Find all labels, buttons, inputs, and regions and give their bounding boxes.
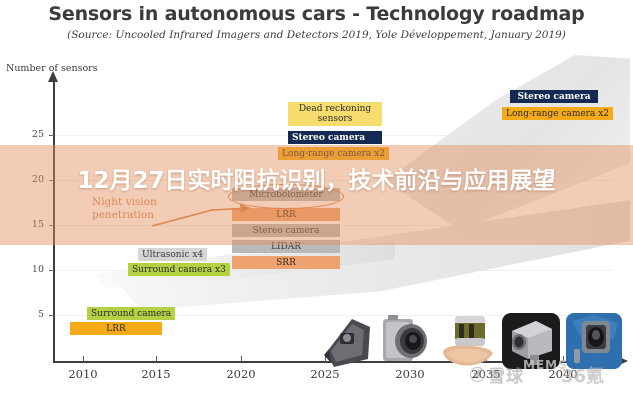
y-tick-label-25: 25 — [31, 129, 44, 140]
y-tick-mark-15 — [49, 225, 54, 227]
y-tick-label-15: 15 — [31, 219, 44, 230]
y-tick-label-10: 10 — [31, 264, 44, 275]
x-tick-label-2030: 2030 — [395, 367, 425, 381]
night-vision-annotation: Night vision penetration — [92, 196, 157, 222]
chip-long-range-camera-x2-2026: Long-range camera x2 — [278, 147, 390, 161]
chip-stereo-camera-2026: Stereo camera — [288, 131, 382, 145]
y-tick-mark-20 — [49, 180, 54, 182]
watermark-mems-text: MEMS — [523, 358, 568, 372]
chip-long-range-camera-x2-2036: Long-range camera x2 — [502, 107, 614, 121]
x-tick-mark-2025 — [325, 356, 327, 362]
y-tick-mark-25 — [49, 135, 54, 137]
sensor-product-photo-row — [322, 313, 622, 375]
y-axis-label: Number of sensors — [6, 63, 98, 74]
x-tick-mark-2015 — [156, 356, 158, 362]
watermark-36kr-text: 36氪 — [561, 366, 605, 387]
x-tick-mark-2040 — [563, 356, 565, 362]
y-tick-label-20: 20 — [31, 174, 44, 185]
x-tick-label-2010: 2010 — [68, 367, 98, 381]
watermark-brand-text: 雪球 — [488, 367, 524, 387]
chip-dead-reckoning-sensors: Dead reckoning sensors — [288, 102, 382, 126]
chip-stereo-camera-2036: Stereo camera — [510, 90, 598, 104]
x-tick-label-2020: 2020 — [226, 367, 256, 381]
blue-housing-camera-photo — [566, 313, 622, 369]
chip-lrr-2010: LRR — [70, 322, 162, 336]
lidar-puck-in-hand-photo — [443, 316, 493, 366]
chip-lrr-2023: LRR — [232, 208, 340, 222]
figure-source-subtitle: (Source: Uncooled Infrared Imagers and D… — [67, 29, 566, 41]
chip-ultrasonic-x4: Ultrasonic x4 — [138, 248, 208, 262]
chip-stereo-camera-2023: Stereo camera — [232, 224, 340, 238]
y-axis-arrowhead-icon — [48, 71, 58, 82]
watermark-xueqiu: 球 雪球 — [470, 362, 524, 387]
microbolometer-highlight-ellipse — [228, 184, 344, 209]
radar-module-photo — [324, 319, 370, 367]
night-vision-arrow-icon — [151, 204, 251, 227]
page-title: Sensors in autonomous cars - Technology … — [48, 3, 585, 25]
chart-plot-area: Number of sensors 25 20 15 10 5 — [0, 55, 633, 400]
x-tick-label-2040: 2040 — [548, 367, 578, 381]
y-tick-mark-5 — [49, 315, 54, 317]
gridline-20 — [54, 180, 614, 181]
watermark-logo-icon: 球 — [470, 367, 485, 382]
title-overlay-band — [0, 145, 633, 245]
x-tick-label-2025: 2025 — [310, 367, 340, 381]
chip-srr-2023: SRR — [232, 256, 340, 270]
x-tick-mark-2020 — [241, 356, 243, 362]
chip-surround-camera-2011: Surround camera — [87, 307, 176, 321]
y-axis-line — [53, 80, 55, 362]
x-axis-arrowhead-icon — [617, 356, 628, 366]
x-tick-mark-2010 — [83, 356, 85, 362]
y-tick-mark-10 — [49, 270, 54, 272]
overlay-headline: 12月27日实时阻抗识别，技术前沿与应用展望 — [77, 168, 556, 194]
thermal-camera-photo — [502, 313, 560, 369]
camera-lens-photo — [383, 315, 427, 361]
chip-surround-camera-x3: Surround camera x3 — [128, 263, 230, 277]
x-tick-label-2015: 2015 — [141, 367, 171, 381]
y-tick-label-5: 5 — [37, 309, 44, 320]
chip-lidar-2023: LIDAR — [232, 240, 340, 254]
gridline-5 — [54, 315, 614, 316]
